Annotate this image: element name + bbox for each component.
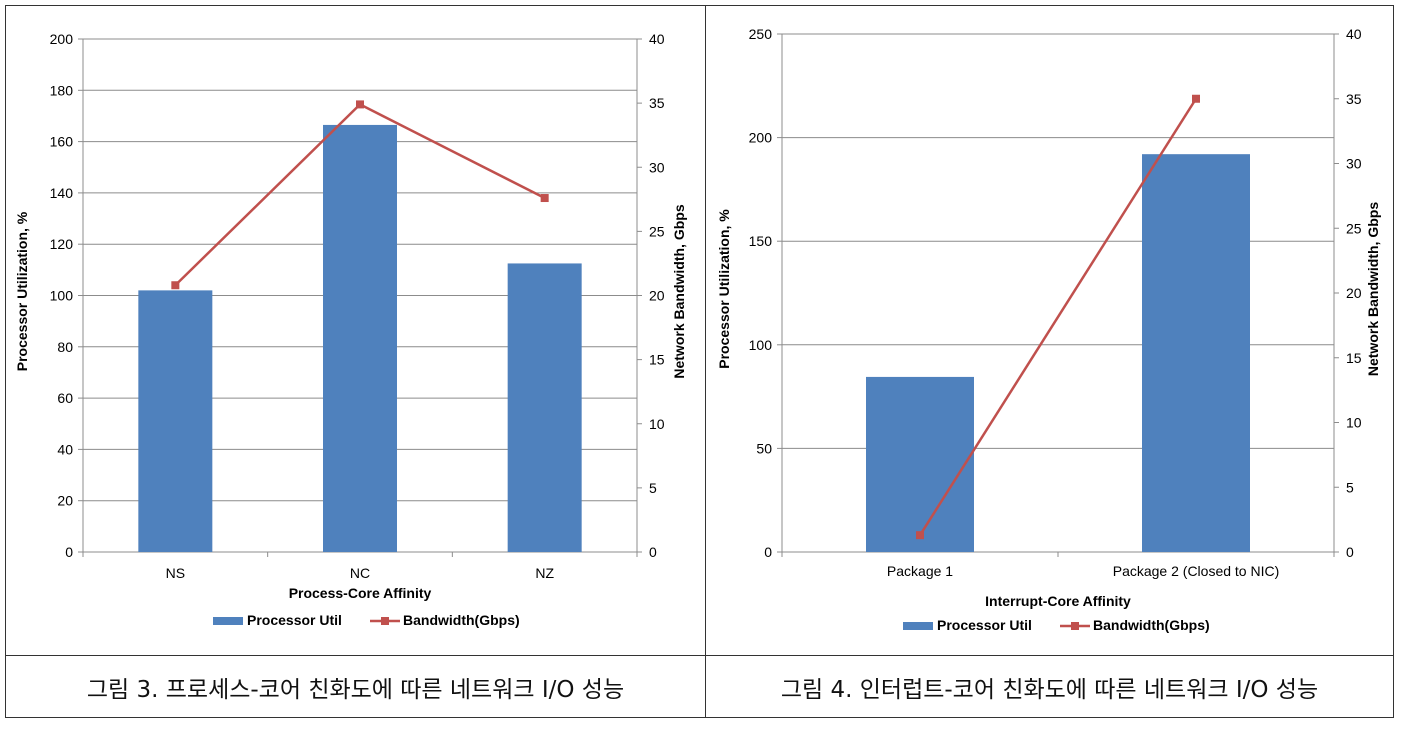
chart-panel-2: 0 50 100 150 200 250 0 5 10 15 20 25 30 35 40 Package 1… — [706, 6, 1393, 655]
y2-tick-label: 20 — [649, 288, 665, 304]
y2-tick-label: 35 — [649, 95, 665, 111]
legend-swatch-bandwidth-marker — [1071, 622, 1079, 630]
bandwidth-line — [918, 98, 1198, 536]
y-tick-label: 60 — [57, 390, 73, 406]
y-tick-label: 100 — [749, 337, 773, 353]
column-divider — [705, 6, 706, 717]
y2-tick-label: 30 — [1346, 156, 1362, 172]
chart-panel-1: 0 20 40 60 80 100 120 140 160 180 200 0 5 10 15 20 25 30 3… — [6, 6, 705, 655]
y-tick-label: 150 — [749, 233, 773, 249]
y-tick-label: 250 — [749, 26, 773, 42]
y-tick-label: 20 — [57, 493, 73, 509]
caption-divider — [6, 655, 1393, 656]
bandwidth-point — [171, 281, 180, 290]
y-tick-label: 160 — [50, 134, 74, 150]
y-tick-label: 0 — [764, 544, 772, 560]
y-tick-label: 40 — [57, 441, 73, 457]
y2-tick-label: 35 — [1346, 91, 1362, 107]
bar-package-1 — [866, 376, 974, 552]
y2-tick-label: 5 — [1346, 479, 1354, 495]
y2-tick-label: 25 — [1346, 220, 1362, 236]
bar-ns — [138, 290, 213, 552]
y-tick-label: 200 — [50, 31, 74, 47]
bar-package-2-closed-to-nic- — [1142, 154, 1250, 552]
y-tick-label: 50 — [756, 440, 772, 456]
y2-tick-label: 0 — [1346, 544, 1354, 560]
bar-nc — [323, 124, 397, 553]
y2-tick-label: 5 — [649, 480, 657, 496]
chart-2: 0 50 100 150 200 250 0 5 10 15 20 25 30 35 40 Package 1… — [716, 26, 1381, 633]
y-tick-label: 200 — [749, 130, 773, 146]
chart-1: 0 20 40 60 80 100 120 140 160 180 200 0 5 10 15 20 25 30 3… — [14, 31, 687, 628]
y-tick-label: 100 — [50, 288, 74, 304]
x-axis-title: Interrupt-Core Affinity — [985, 593, 1131, 609]
legend-swatch-processor-util — [213, 617, 243, 625]
x-tick-label: Package 1 — [887, 563, 953, 579]
y-tick-label: 120 — [50, 236, 74, 252]
x-tick-label: NS — [166, 565, 185, 581]
legend-label-processor-util: Processor Util — [937, 617, 1032, 633]
y2-tick-label: 10 — [649, 416, 665, 432]
y2-tick-label: 25 — [649, 223, 665, 239]
y2-tick-label: 0 — [649, 544, 657, 560]
y2-axis-title: Network Bandwidth, Gbps — [1365, 202, 1381, 376]
x-tick-label: NZ — [535, 565, 554, 581]
caption-figure-3: 그림 3. 프로세스-코어 친화도에 따른 네트워크 I/O 성능 — [86, 676, 625, 703]
y2-tick-label: 40 — [649, 31, 665, 47]
figure-frame: 0 20 40 60 80 100 120 140 160 180 200 0 5 10 15 20 25 30 3… — [5, 5, 1394, 718]
y2-tick-label: 15 — [1346, 350, 1362, 366]
y-tick-label: 80 — [57, 339, 73, 355]
y2-axis-title: Network Bandwidth, Gbps — [671, 204, 687, 378]
bandwidth-point — [540, 194, 549, 203]
bandwidth-point — [356, 100, 364, 109]
legend-swatch-processor-util — [903, 622, 933, 630]
y2-tick-label: 15 — [649, 352, 665, 368]
y-axis-title: Processor Utilization, % — [716, 209, 732, 369]
y2-tick-label: 10 — [1346, 415, 1362, 431]
legend-label-bandwidth: Bandwidth(Gbps) — [403, 612, 520, 628]
y-tick-label: 180 — [50, 82, 74, 98]
x-axis-title: Process-Core Affinity — [289, 585, 432, 601]
x-tick-label: Package 2 (Closed to NIC) — [1113, 563, 1280, 579]
y2-tick-label: 30 — [649, 159, 665, 175]
y-tick-label: 140 — [50, 185, 74, 201]
x-tick-label: NC — [350, 565, 370, 581]
y2-tick-label: 20 — [1346, 285, 1362, 301]
bar-nz — [507, 263, 582, 552]
bandwidth-point — [916, 531, 924, 540]
bandwidth-point — [1192, 94, 1200, 103]
y-axis-title: Processor Utilization, % — [14, 211, 30, 371]
y2-tick-label: 40 — [1346, 26, 1362, 42]
legend-label-processor-util: Processor Util — [247, 612, 342, 628]
caption-figure-4: 그림 4. 인터럽트-코어 친화도에 따른 네트워크 I/O 성능 — [780, 676, 1319, 703]
y-tick-label: 0 — [65, 544, 73, 560]
legend-swatch-bandwidth-marker — [381, 617, 389, 625]
legend-label-bandwidth: Bandwidth(Gbps) — [1093, 617, 1210, 633]
